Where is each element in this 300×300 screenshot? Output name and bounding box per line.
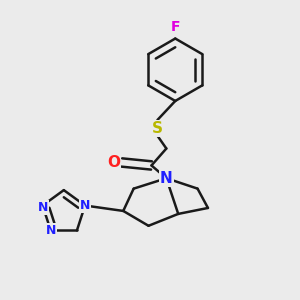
Text: N: N <box>160 171 173 186</box>
Text: S: S <box>152 121 163 136</box>
Text: N: N <box>38 200 48 214</box>
Text: N: N <box>80 199 90 212</box>
Text: O: O <box>107 155 120 170</box>
Text: F: F <box>170 20 180 34</box>
Text: N: N <box>46 224 56 237</box>
